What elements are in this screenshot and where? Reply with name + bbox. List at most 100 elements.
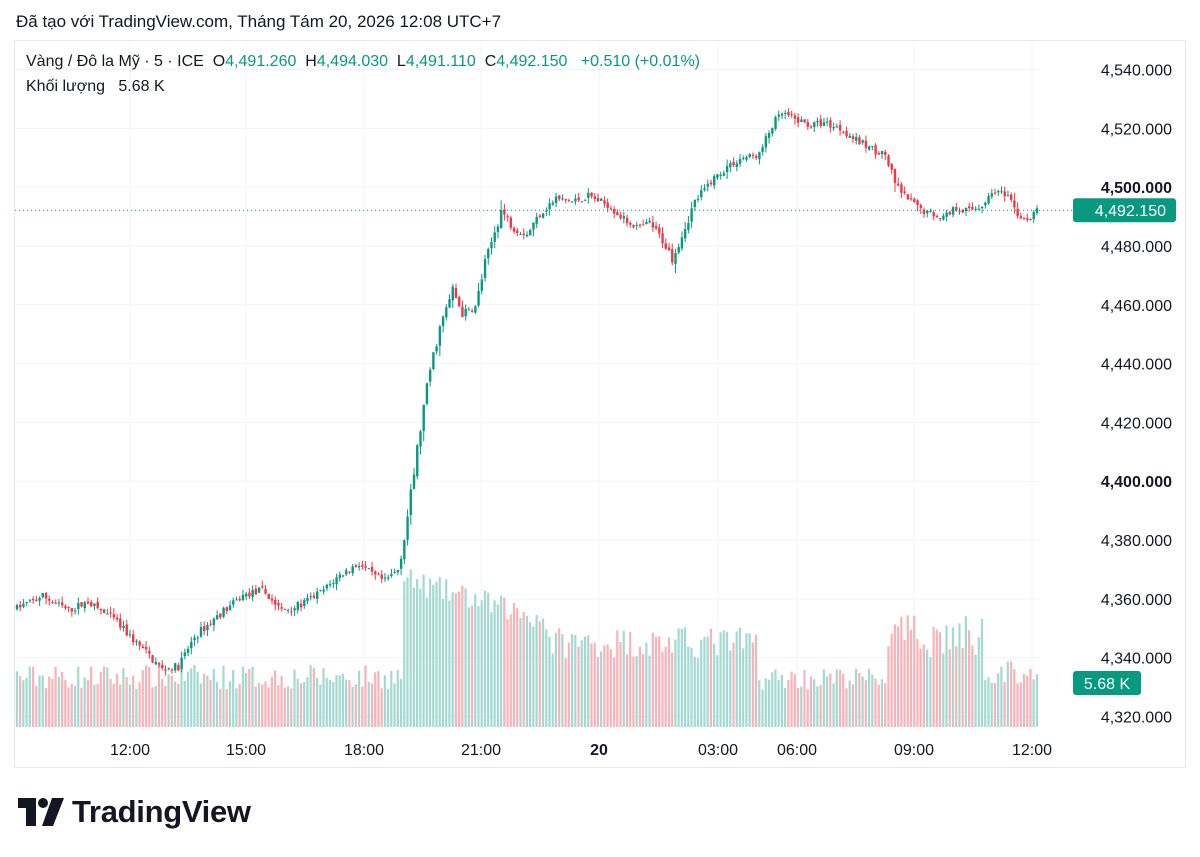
candle-body: [251, 590, 254, 597]
candle-body: [338, 574, 341, 578]
candle-body: [232, 600, 235, 605]
candle-body: [997, 190, 1000, 193]
candle-body: [396, 569, 400, 573]
candle-body: [958, 210, 961, 212]
tradingview-logo[interactable]: TradingView: [18, 794, 251, 830]
candle-body: [861, 140, 864, 143]
candle-body: [809, 126, 813, 128]
symbol-label[interactable]: Vàng / Đô la Mỹ · 5 · ICE: [26, 53, 204, 70]
volume-bar: [796, 687, 800, 727]
candle-body: [345, 570, 348, 575]
candle-body: [119, 618, 122, 628]
candle-body: [942, 215, 945, 220]
candle-body: [280, 607, 283, 609]
volume-bar: [974, 654, 977, 727]
candle-body: [470, 310, 474, 313]
volume-bar: [671, 652, 674, 727]
y-tick-label: 4,500.000: [1101, 180, 1172, 197]
candle-body: [754, 156, 758, 158]
volume-bar: [1013, 669, 1016, 727]
volume-bar: [335, 675, 338, 727]
candle-body: [667, 247, 671, 251]
volume-bar: [813, 679, 816, 727]
volume-bar: [848, 680, 851, 727]
x-tick-label: 15:00: [226, 742, 266, 759]
chart-caption: Đã tạo với TradingView.com, Tháng Tám 20…: [16, 12, 502, 31]
candle-body: [487, 249, 490, 259]
volume-label[interactable]: Khối lượng: [26, 78, 106, 95]
candle-body: [674, 253, 677, 265]
candle-body: [25, 601, 28, 603]
volume-bar: [458, 591, 461, 727]
volume-bar: [738, 627, 742, 727]
volume-bar: [374, 672, 377, 727]
volume-bar: [977, 637, 980, 727]
volume-bar: [115, 673, 119, 727]
volume-bar: [787, 680, 790, 727]
volume-bar: [861, 676, 864, 727]
candle-body: [583, 199, 587, 201]
volume-bar: [86, 680, 90, 727]
candle-body: [38, 597, 41, 601]
candle-body: [209, 623, 212, 625]
candle-body: [267, 593, 270, 600]
candle-body: [1009, 194, 1013, 200]
candle-body: [425, 383, 429, 404]
candle-body: [554, 196, 558, 203]
candle-body: [270, 598, 274, 601]
volume-bar: [228, 681, 232, 727]
volume-bar: [64, 679, 67, 727]
candle-body: [842, 131, 845, 133]
candle-body: [432, 352, 435, 370]
volume-bar: [554, 632, 558, 727]
candle-body: [790, 114, 793, 116]
candle-body: [1032, 212, 1035, 220]
candle-body: [28, 599, 32, 601]
high-label: H: [305, 53, 317, 70]
candle-body: [196, 637, 199, 639]
candle-body: [22, 603, 25, 607]
candle-body: [813, 122, 816, 127]
volume-bar: [483, 590, 487, 727]
candle-body: [54, 602, 57, 604]
volume-bar: [874, 678, 877, 727]
volume-bar: [693, 656, 696, 727]
y-tick-label: 4,380.000: [1101, 533, 1172, 550]
volume-bar: [722, 630, 725, 727]
volume-bar: [348, 680, 351, 727]
y-tick-label: 4,400.000: [1101, 474, 1172, 491]
volume-bar: [31, 666, 35, 727]
volume-bar: [522, 611, 525, 727]
candle-body: [703, 188, 706, 191]
candle-body: [622, 216, 626, 219]
candle-body: [477, 290, 480, 306]
volume-bar: [545, 629, 548, 727]
volume-bar: [109, 679, 112, 727]
candle-body: [503, 209, 506, 215]
candle-body: [303, 600, 306, 606]
candle-body: [351, 566, 354, 574]
volume-bar: [393, 683, 396, 727]
volume-bar: [190, 668, 193, 727]
candle-body: [454, 287, 458, 299]
volume-bar: [638, 646, 641, 727]
volume-bar: [480, 600, 483, 727]
volume-bar: [951, 627, 955, 727]
volume-bar: [596, 656, 600, 727]
volume-bar: [1029, 669, 1032, 727]
chart-frame: [14, 40, 1186, 768]
candle-body: [916, 200, 919, 206]
volume-bar: [842, 673, 845, 727]
candle-body: [228, 605, 232, 610]
candle-body: [519, 233, 522, 235]
volume-bar: [900, 616, 903, 727]
volume-bar: [1000, 666, 1003, 727]
candle-body: [254, 588, 258, 595]
candle-body: [838, 124, 842, 131]
volume-bar: [683, 627, 687, 727]
volume-bar: [703, 636, 706, 727]
candle-body: [335, 577, 338, 585]
volume-bar: [993, 682, 997, 727]
x-tick-label: 12:00: [1012, 742, 1052, 759]
